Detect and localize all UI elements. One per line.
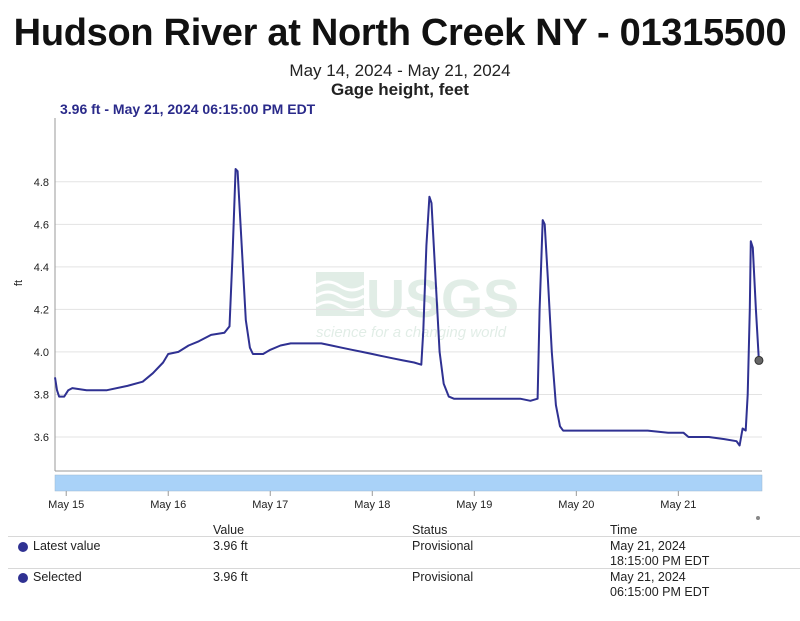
x-tick-label: May 18 [354, 499, 390, 511]
hydrograph-chart[interactable]: USGS science for a changing world 3.6 3.8… [0, 0, 800, 520]
row-label: Latest value [33, 539, 101, 553]
date-range-subtitle: May 14, 2024 - May 21, 2024 [289, 61, 511, 80]
y-tick-labels: 3.6 3.8 4.0 4.2 4.4 4.6 4.8 [34, 177, 49, 444]
x-tick-label: May 16 [150, 499, 186, 511]
chart-title: Hudson River at North Creek NY - 0131550… [13, 12, 787, 54]
series-dot-icon [18, 573, 28, 583]
row-status: Provisional [412, 539, 474, 553]
y-tick-label: 4.4 [34, 262, 49, 274]
row-status: Provisional [412, 570, 474, 584]
x-tick-labels: May 15 May 16 May 17 May 18 May 19 May 20 May … [48, 491, 696, 511]
x-tick-label: May 15 [48, 499, 84, 511]
row-value: 3.96 ft [213, 539, 248, 553]
table-top-divider [8, 536, 800, 537]
series-dot-icon [18, 542, 28, 552]
x-tick-label: May 17 [252, 499, 288, 511]
x-tick-label: May 20 [558, 499, 594, 511]
row-divider [8, 568, 800, 569]
row-time-clock: 18:15:00 PM EDT [610, 554, 710, 568]
x-tick-label: May 21 [660, 499, 696, 511]
watermark-logo: USGS [366, 269, 519, 329]
row-label: Selected [33, 570, 82, 584]
y-axis-label: ft [13, 280, 25, 286]
latest-point-marker [754, 355, 764, 365]
row-time-clock: 06:15:00 PM EDT [610, 585, 710, 599]
gage-height-series [54, 168, 764, 447]
y-tick-label: 4.0 [34, 347, 49, 359]
y-tick-label: 3.8 [34, 389, 49, 401]
chart-gridlines [55, 181, 762, 438]
col-header-time: Time [610, 523, 638, 537]
row-time-date: May 21, 2024 [610, 570, 686, 584]
watermark-tagline: science for a changing world [316, 324, 507, 341]
approval-status-bar [54, 474, 763, 492]
row-value: 3.96 ft [213, 570, 248, 584]
y-tick-label: 4.8 [34, 177, 49, 189]
y-tick-label: 4.6 [34, 219, 49, 231]
parameter-label: Gage height, feet [331, 80, 469, 99]
row-time-date: May 21, 2024 [610, 539, 686, 553]
col-header-status: Status [412, 523, 448, 537]
usgs-watermark: USGS science for a changing world [315, 269, 519, 341]
brush-handle[interactable] [756, 516, 760, 520]
series-line [54, 168, 760, 447]
y-tick-label: 3.6 [34, 432, 49, 444]
col-header-value: Value [213, 523, 245, 537]
hover-readout: 3.96 ft - May 21, 2024 06:15:00 PM EDT [60, 101, 316, 117]
y-tick-label: 4.2 [34, 304, 49, 316]
x-tick-label: May 19 [456, 499, 492, 511]
